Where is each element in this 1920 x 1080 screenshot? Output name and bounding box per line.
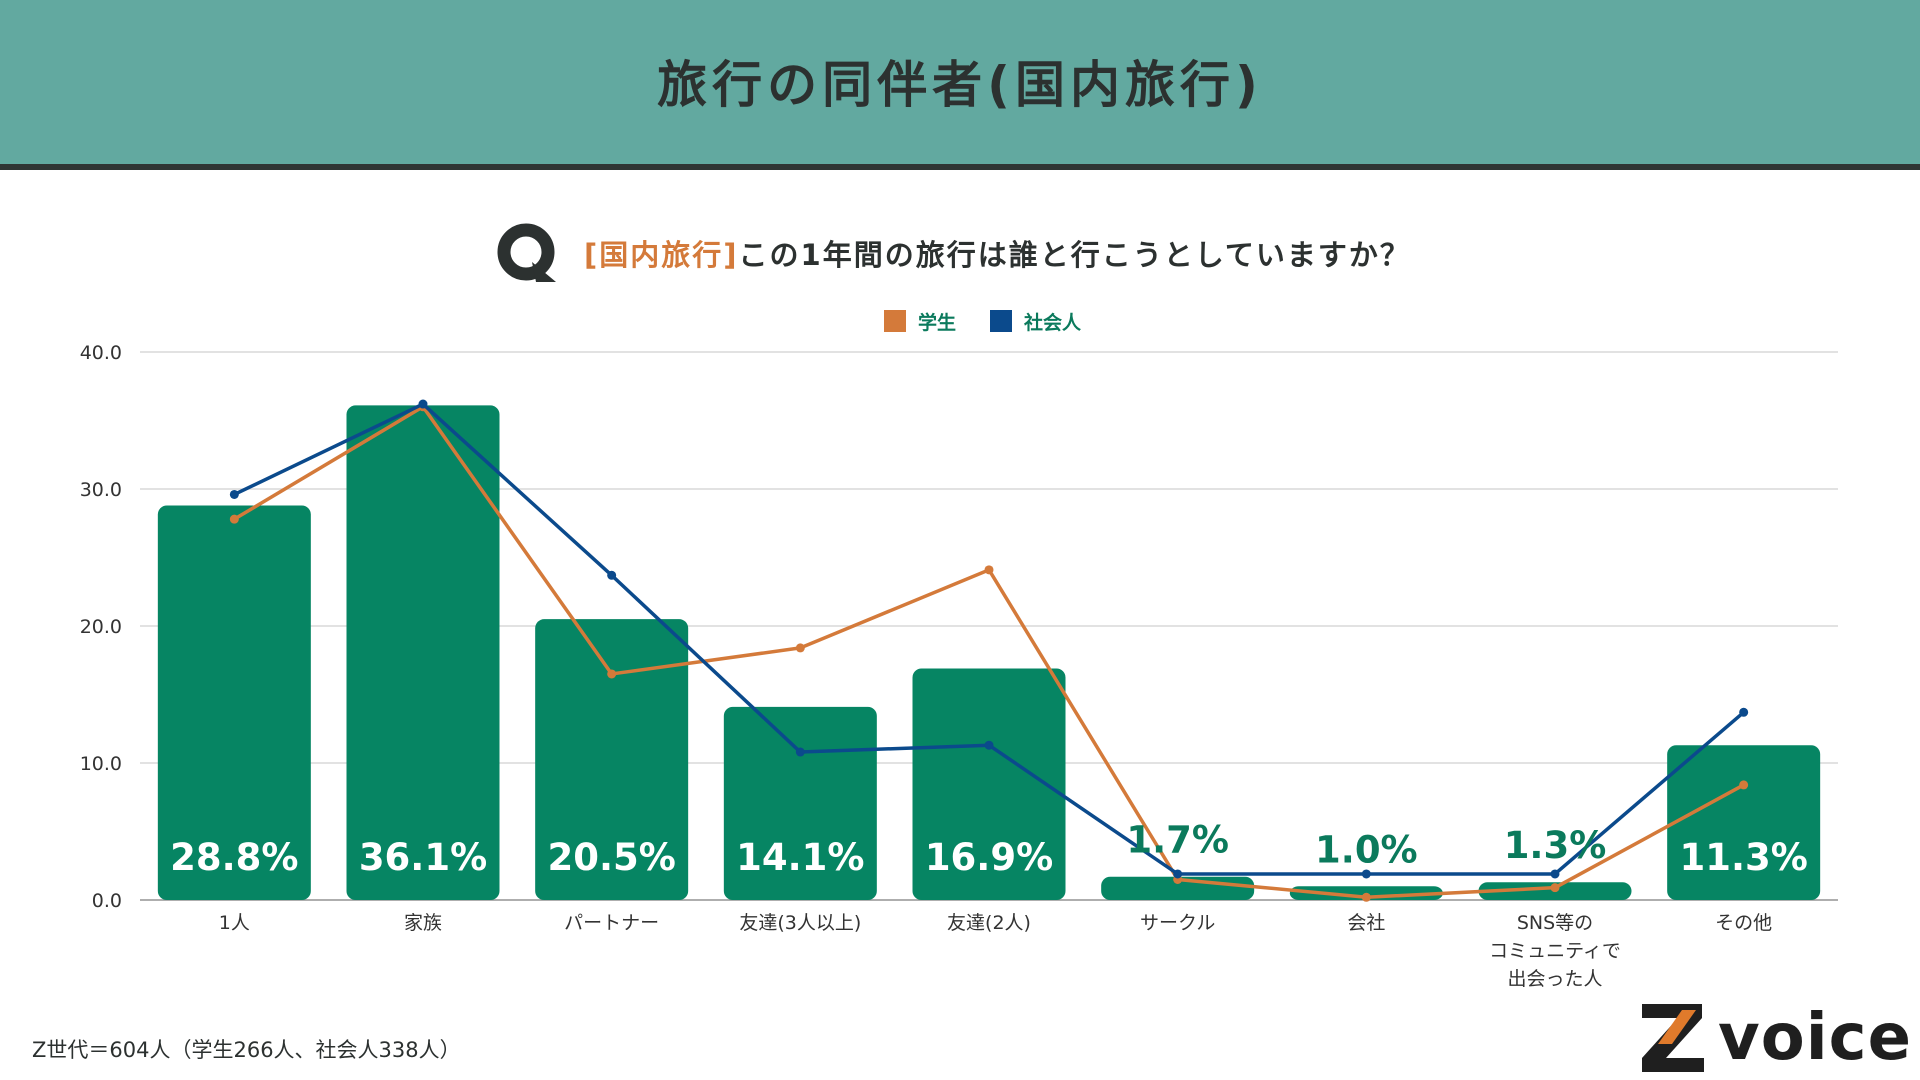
legend-label-社会人: 社会人 bbox=[1023, 311, 1082, 334]
y-tick-label: 30.0 bbox=[80, 479, 122, 501]
line-point-0-8 bbox=[1739, 780, 1749, 790]
bar-3 bbox=[723, 706, 877, 900]
chart: 40.0 30.0 20.0 10.0 0.0 28.8% 36.1% 20.5% 14.1% 1… bbox=[80, 310, 1838, 990]
x-tick-label-1: 家族 bbox=[404, 912, 442, 934]
page-title: 旅行の同伴者(国内旅行) bbox=[657, 56, 1263, 114]
data-label-0: 28.8% bbox=[170, 836, 298, 879]
question-tag: [国内旅行] bbox=[584, 238, 739, 272]
data-label-1: 36.1% bbox=[359, 836, 487, 879]
y-tick-label: 20.0 bbox=[80, 616, 122, 638]
header-bar: 旅行の同伴者(国内旅行) bbox=[0, 0, 1920, 170]
legend-swatch-社会人 bbox=[990, 310, 1012, 332]
y-tick-label: 40.0 bbox=[80, 342, 122, 364]
z-logo-icon bbox=[1642, 1004, 1704, 1072]
x-tick-label-2: パートナー bbox=[564, 912, 659, 934]
line-point-1-2 bbox=[607, 570, 617, 580]
x-tick-label-3: 友達(3人以上) bbox=[739, 912, 861, 934]
footnote: Z世代＝604人（学生266人、社会人338人） bbox=[32, 1038, 461, 1062]
line-point-1-6 bbox=[1361, 869, 1371, 879]
line-point-1-0 bbox=[229, 489, 239, 499]
y-tick-label: 10.0 bbox=[80, 753, 122, 775]
q-badge-icon bbox=[497, 223, 556, 282]
y-tick-label: 0.0 bbox=[92, 890, 122, 912]
data-label-8: 11.3% bbox=[1679, 836, 1807, 879]
line-point-0-6 bbox=[1361, 892, 1371, 902]
data-label-6: 1.0% bbox=[1315, 828, 1418, 871]
bar-2 bbox=[535, 619, 689, 900]
x-tick-label-7: SNS等のコミュニティで出会った人 bbox=[1489, 912, 1621, 990]
data-label-2: 20.5% bbox=[547, 836, 675, 879]
data-label-5: 1.7% bbox=[1126, 819, 1229, 862]
question-line: [国内旅行] この1年間の旅行は誰と行こうとしていますか？ bbox=[496, 222, 1411, 284]
data-label-7: 1.3% bbox=[1504, 824, 1607, 867]
question-text: この1年間の旅行は誰と行こうとしていますか？ bbox=[738, 238, 1411, 272]
line-point-0-3 bbox=[795, 643, 805, 653]
bar-0 bbox=[157, 505, 311, 900]
line-point-1-4 bbox=[984, 740, 994, 750]
line-point-1-5 bbox=[1173, 869, 1183, 879]
line-point-0-7 bbox=[1550, 883, 1560, 893]
line-point-0-2 bbox=[607, 669, 617, 679]
line-point-0-0 bbox=[229, 514, 239, 524]
logo-text: voice bbox=[1718, 1001, 1912, 1075]
legend-label-学生: 学生 bbox=[918, 311, 956, 334]
x-tick-label-8: その他 bbox=[1715, 912, 1772, 934]
line-point-1-1 bbox=[418, 399, 428, 409]
zvoice-logo: voice bbox=[1638, 996, 1920, 1080]
x-tick-label-4: 友達(2人) bbox=[947, 912, 1031, 934]
data-label-3: 14.1% bbox=[736, 836, 864, 879]
bar-1 bbox=[346, 405, 500, 900]
bar-8 bbox=[1667, 745, 1821, 900]
line-point-1-7 bbox=[1550, 869, 1560, 879]
line-point-1-8 bbox=[1739, 707, 1749, 717]
x-tick-label-0: 1人 bbox=[219, 912, 250, 934]
line-point-0-4 bbox=[984, 565, 994, 575]
bar-4 bbox=[912, 668, 1066, 900]
x-tick-label-5: サークル bbox=[1140, 912, 1215, 934]
data-label-4: 16.9% bbox=[925, 836, 1053, 879]
legend-swatch-学生 bbox=[884, 310, 906, 332]
line-point-1-3 bbox=[795, 747, 805, 757]
x-tick-label-6: 会社 bbox=[1347, 912, 1385, 934]
